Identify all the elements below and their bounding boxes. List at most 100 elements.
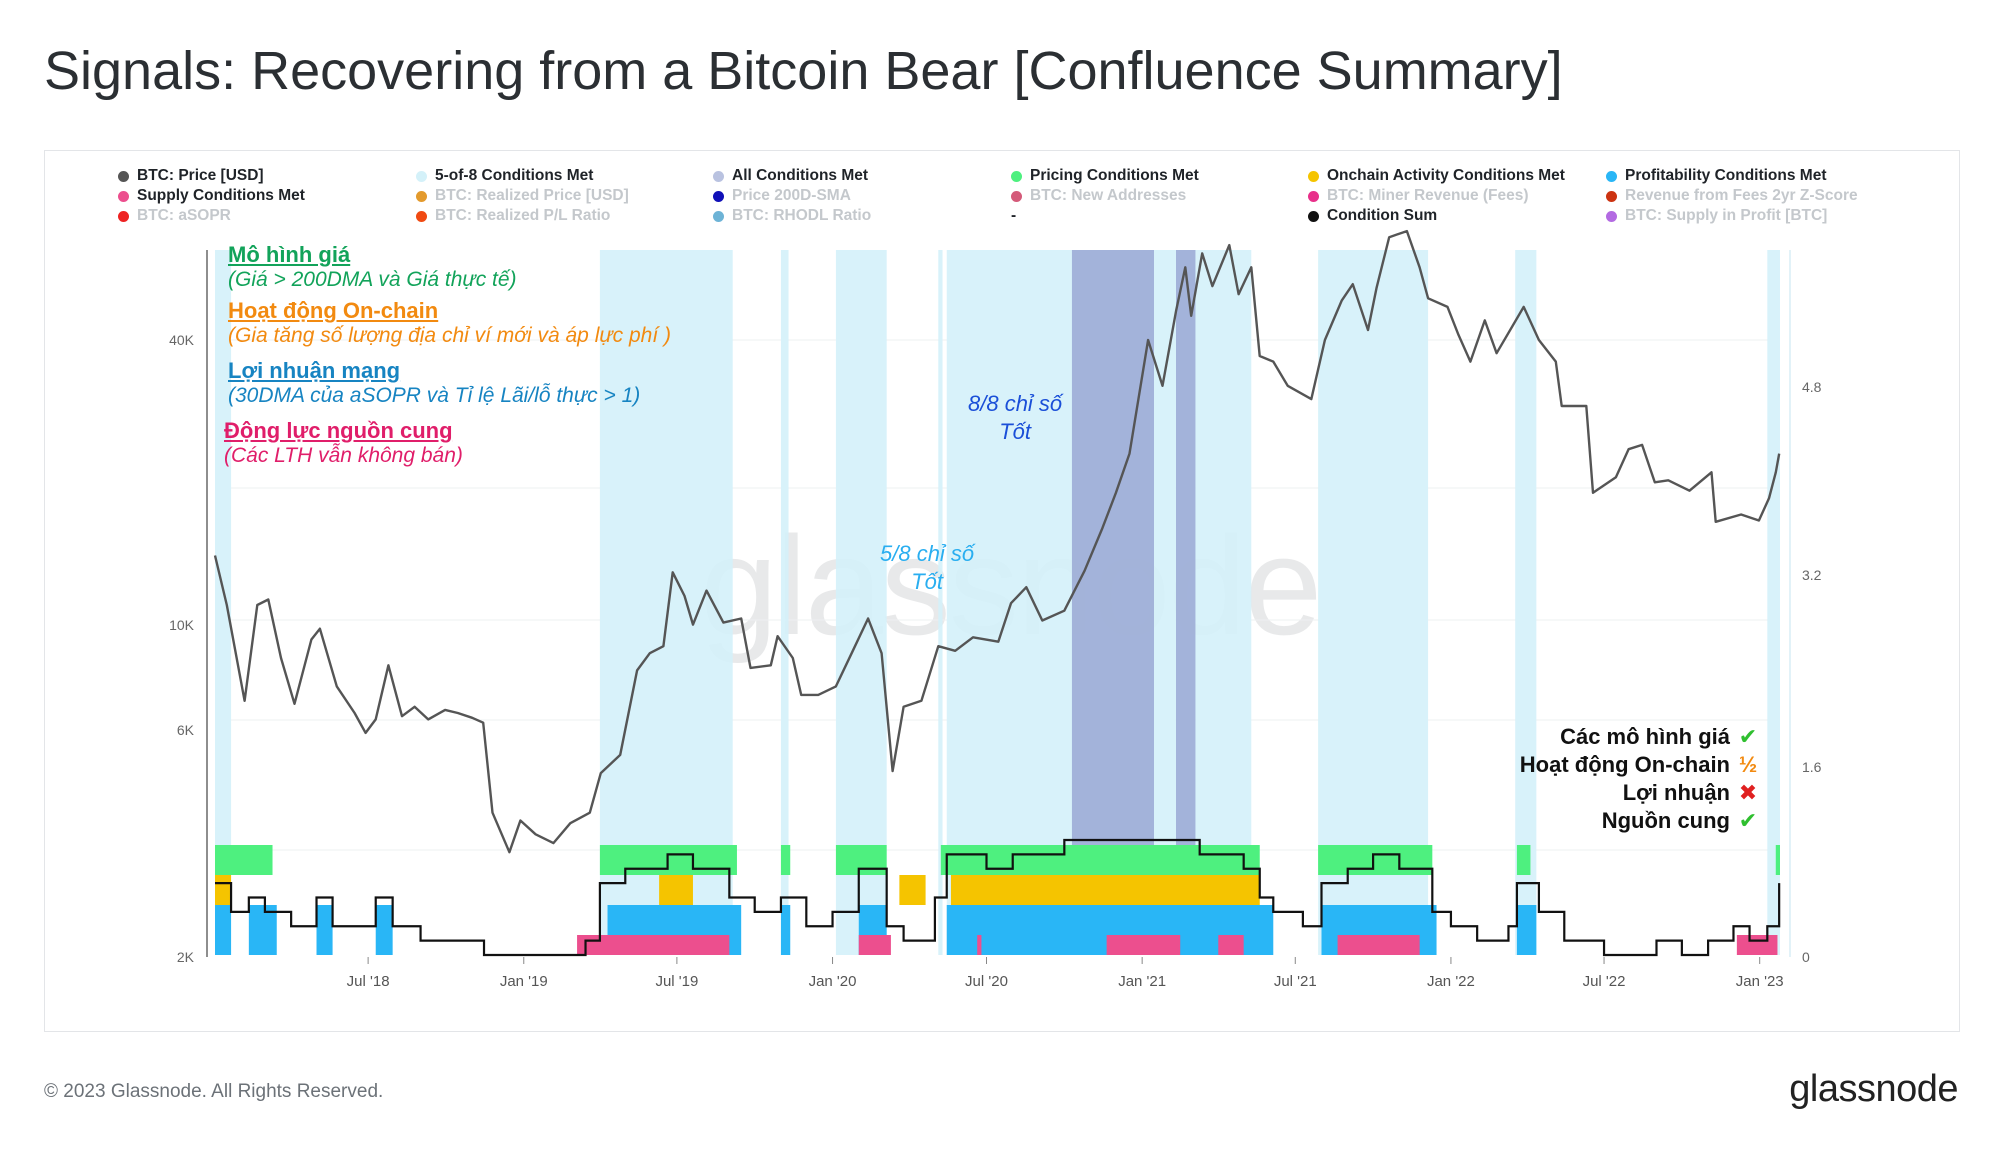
legend-label: BTC: Realized Price [USD] [435,187,629,204]
eight-of-eight-line1: 8/8 chỉ số [968,391,1063,416]
legend-label: Onchain Activity Conditions Met [1327,167,1565,184]
eight-of-eight-annotation: 8/8 chỉ số Tốt [968,390,1062,446]
checklist-label: Hoạt động On-chain [1519,752,1730,777]
legend-dot-icon [713,190,724,202]
condition-band-segment [950,875,1260,905]
checklist-label: Nguồn cung [1601,808,1730,833]
condition-band-segment [577,935,730,955]
condition-band-segment [858,935,891,955]
legend-item[interactable]: Supply Conditions Met [118,187,305,205]
legend-label: Condition Sum [1327,207,1438,224]
legend-dot-icon [1308,190,1319,202]
signal-annotation: Động lực nguồn cung (Các LTH vẫn không bá… [224,418,463,468]
condition-band-segment [215,875,232,905]
legend-item[interactable]: BTC: Supply in Profit [BTC] [1606,207,1827,225]
signal-heading: Hoạt động On-chain [228,298,439,323]
signal-subtitle: (30DMA của aSOPR và Tỉ lệ Lãi/lỗ thực > … [228,384,641,407]
legend-item[interactable]: Pricing Conditions Met [1011,167,1199,185]
legend-item[interactable]: BTC: Price [USD] [118,167,264,185]
legend-dot-icon [118,210,129,222]
legend-item[interactable]: Condition Sum [1308,207,1437,225]
all-conditions-bar [1175,250,1196,955]
five-of-eight-bar [215,250,232,955]
legend-item[interactable]: Price 200D-SMA [713,187,851,205]
signal-heading: Lợi nhuận mạng [228,358,401,383]
condition-band-segment [1218,935,1244,955]
condition-band-segment [1736,935,1778,955]
condition-band-segment [1106,935,1181,955]
checklist-row: Lợi nhuận ✖ [1520,779,1760,807]
legend-dot-icon [416,190,427,202]
x-tick-label: Jul '22 [1583,973,1626,990]
legend-dot-icon [416,170,427,182]
legend-item[interactable]: BTC: Miner Revenue (Fees) [1308,187,1529,205]
legend-label: BTC: Miner Revenue (Fees) [1327,187,1529,204]
legend-item[interactable]: 5-of-8 Conditions Met [416,167,593,185]
legend-dot-icon [713,170,724,182]
signal-annotation: Hoạt động On-chain (Gia tăng số lượng địa… [228,298,671,348]
checklist-mark-icon: ✔ [1738,724,1758,749]
five-of-eight-annotation: 5/8 chỉ số Tốt [880,540,974,596]
condition-band-segment [1516,905,1537,955]
condition-band-segment [375,905,393,955]
signal-subtitle: (Giá > 200DMA và Giá thực tế) [228,268,517,291]
condition-band-segment [977,935,982,955]
condition-band-segment [899,875,926,905]
legend-label: BTC: Realized P/L Ratio [435,207,611,224]
glassnode-logo: glassnode [1789,1068,1958,1110]
legend-item[interactable]: BTC: New Addresses [1011,187,1186,205]
y-right-tick-label: 3.2 [1802,567,1822,583]
legend-label: BTC: New Addresses [1030,187,1187,204]
checklist-row: Hoạt động On-chain ½ [1520,751,1760,779]
legend-dot-icon [1308,210,1319,222]
legend-item[interactable]: BTC: aSOPR [118,207,231,225]
five-of-eight-bar [835,250,887,955]
legend-label: BTC: RHODL Ratio [732,207,872,224]
legend-dot-icon [416,210,427,222]
five-of-eight-bar [1318,250,1429,955]
five-of-eight-bar [599,250,733,955]
legend-label: Price 200D-SMA [732,187,851,204]
y-right-tick-label: 4.8 [1802,379,1822,395]
five-of-eight-line2: Tốt [911,569,943,594]
condition-sum-line [215,838,1781,957]
legend-item[interactable]: BTC: RHODL Ratio [713,207,871,225]
legend-label: Profitability Conditions Met [1625,167,1827,184]
legend-item[interactable]: Revenue from Fees 2yr Z-Score [1606,187,1858,205]
five-of-eight-bar [1767,250,1780,955]
condition-band-segment [780,905,791,955]
x-tick-label: Jul '19 [655,973,698,990]
signal-subtitle: (Gia tăng số lượng địa chỉ ví mới và áp … [228,324,672,347]
chart-frame [44,150,1960,1032]
legend-dot-icon [1606,210,1617,222]
eight-of-eight-line2: Tốt [999,419,1031,444]
legend-label: - [1011,207,1017,224]
legend-item[interactable]: BTC: Realized Price [USD] [416,187,629,205]
x-tick-label: Jan '23 [1736,973,1784,990]
x-tick-label: Jul '20 [965,973,1008,990]
condition-band-segment [1337,935,1420,955]
legend-item[interactable]: - [1011,207,1016,225]
condition-band-segment [940,845,1260,875]
legend-item[interactable]: Profitability Conditions Met [1606,167,1827,185]
checklist-label: Các mô hình giá [1560,724,1730,749]
legend-label: BTC: Price [USD] [137,167,264,184]
condition-band-segment [248,905,277,955]
checklist-row: Các mô hình giá ✔ [1520,723,1760,751]
checklist-mark-icon: ✔ [1738,808,1758,833]
legend-item[interactable]: All Conditions Met [713,167,868,185]
x-tick-label: Jul '18 [347,973,390,990]
btc-price-line [213,229,1781,854]
legend-dot-icon [713,210,724,222]
condition-band-segment [780,845,791,875]
y-right-tick-label: 0 [1802,949,1810,965]
legend-item[interactable]: Onchain Activity Conditions Met [1308,167,1565,185]
five-of-eight-bar [780,250,789,955]
legend-label: All Conditions Met [732,167,869,184]
legend-dot-icon [118,190,129,202]
legend-label: Pricing Conditions Met [1030,167,1199,184]
checklist-mark-icon: ✖ [1738,780,1758,805]
signal-annotation: Mô hình giá (Giá > 200DMA và Giá thực tế) [228,242,517,292]
legend-item[interactable]: BTC: Realized P/L Ratio [416,207,610,225]
